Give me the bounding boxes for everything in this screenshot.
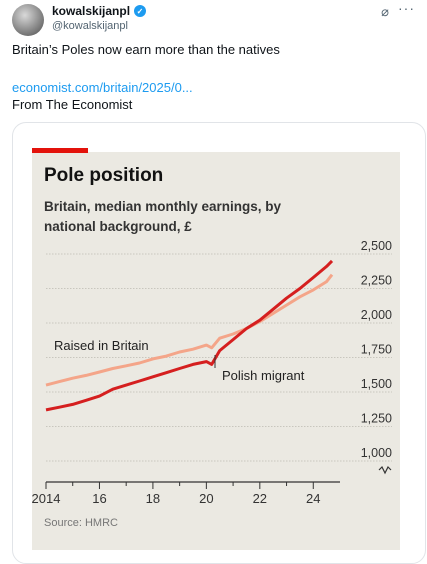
x-tick-label: 2014 [32,491,61,506]
series-label-polish-migrant: Polish migrant [222,368,305,383]
x-tick-label: 24 [306,491,320,506]
x-tick-label: 22 [253,491,267,506]
series-line-polish-migrant [45,259,334,412]
avatar[interactable] [12,4,44,36]
verified-icon: ✓ [134,5,147,17]
y-tick-label: 2,500 [361,239,392,253]
y-tick-label: 2,000 [361,308,392,322]
display-name[interactable]: kowalskijanpl ✓ [52,4,147,18]
y-tick-label: 1,750 [361,343,392,357]
axis-break-icon [378,465,392,475]
y-tick-label: 2,250 [361,274,392,288]
economist-red-bar [32,148,88,153]
y-tick-label: 1,000 [361,446,392,460]
article-link[interactable]: economist.com/britain/2025/0... [12,80,193,95]
chart-source: Source: HMRC [44,517,118,529]
y-tick-label: 1,500 [361,377,392,391]
series-label-raised-in-britain: Raised in Britain [54,338,149,353]
line-chart: 2,500 2,250 2,000 1,750 1,500 1,250 1,000 2014 1… [32,239,393,506]
chart-image[interactable] [32,152,400,550]
handle[interactable]: @kowalskijanpl [52,20,128,32]
x-tick-label: 16 [92,491,106,506]
more-options-icon[interactable]: ··· [398,0,415,16]
tweet-text: Britain’s Poles now earn more than the n… [12,42,280,57]
source-attribution: From The Economist [12,97,133,112]
series-line-raised-in-britain [45,273,334,387]
chart-title: Pole position [44,165,164,186]
display-name-label: kowalskijanpl [52,4,131,18]
x-tick-label: 18 [146,491,160,506]
y-tick-label: 1,250 [361,412,392,426]
grok-icon[interactable]: ⌀ [381,4,389,19]
x-tick-label: 20 [199,491,213,506]
chart-subtitle: Britain, median monthly earnings, by nat… [44,199,282,234]
